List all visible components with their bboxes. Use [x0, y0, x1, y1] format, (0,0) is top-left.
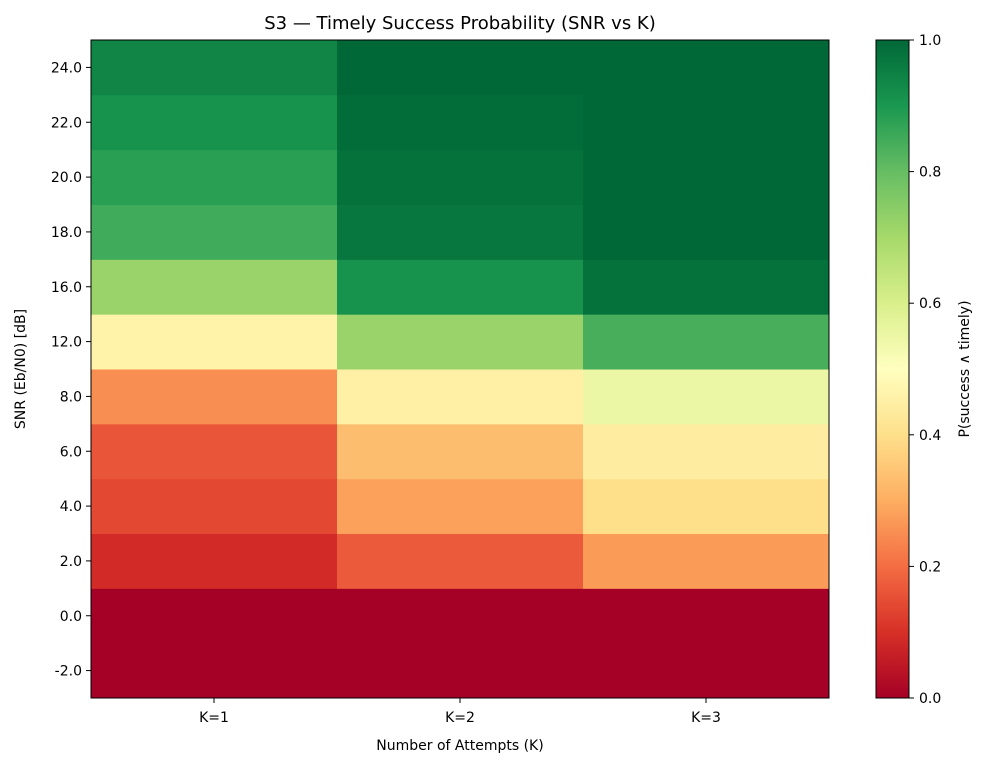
- heatmap-cell: [337, 259, 584, 315]
- colorbar-tick-label: 0.4: [919, 428, 941, 444]
- colorbar-tick-label: 1.0: [919, 33, 941, 49]
- heatmap-cell: [91, 643, 338, 699]
- x-tick-label: K=2: [445, 710, 475, 726]
- heatmap-cell: [91, 478, 338, 534]
- x-axis-label: Number of Attempts (K): [376, 738, 543, 754]
- heatmap-cell: [91, 423, 338, 480]
- heatmap-cell: [91, 588, 338, 644]
- heatmap-cell: [91, 204, 338, 260]
- heatmap-cell: [91, 94, 338, 151]
- heatmap-cell: [583, 533, 830, 589]
- heatmap-cell: [583, 40, 830, 96]
- heatmap-cell: [583, 204, 830, 260]
- heatmap-cell: [91, 149, 338, 205]
- y-tick-label: 2.0: [60, 554, 82, 570]
- heatmap-cell: [91, 40, 338, 96]
- y-tick-label: 12.0: [51, 335, 82, 351]
- heatmap-cell: [583, 314, 830, 370]
- heatmap-cell: [337, 314, 584, 370]
- colorbar-tick-label: 0.6: [919, 296, 941, 312]
- heatmap-cell: [337, 40, 584, 96]
- heatmap-cell: [583, 149, 830, 205]
- heatmap-cell: [337, 588, 584, 644]
- y-tick-label: 0.0: [60, 609, 82, 625]
- heatmap-cell: [337, 94, 584, 151]
- heatmap-cell: [583, 369, 830, 425]
- x-tick-label: K=1: [199, 710, 229, 726]
- y-axis-ticks: -2.0 0.0 2.0 4.0 6.0 8.0 12.0 16.0 18.0 20.0 22.0 2…: [51, 60, 91, 680]
- colorbar-tick-label: 0.0: [919, 691, 941, 707]
- heatmap-cell: [583, 423, 830, 480]
- heatmap-cell: [583, 643, 830, 699]
- colorbar-tick-label: 0.2: [919, 559, 941, 575]
- x-axis-ticks: K=1 K=2 K=3: [199, 698, 721, 726]
- colorbar: [875, 39, 910, 699]
- y-tick-label: 8.0: [60, 389, 82, 405]
- heatmap-cell: [583, 94, 830, 151]
- y-tick-label: 4.0: [60, 499, 82, 515]
- heatmap-cell: [91, 533, 338, 589]
- heatmap-cell: [91, 259, 338, 315]
- y-tick-label: 24.0: [51, 60, 82, 76]
- heatmap-cell: [91, 314, 338, 370]
- y-tick-label: -2.0: [55, 664, 82, 680]
- heatmap-cell: [583, 588, 830, 644]
- colorbar-ticks: 0.0 0.2 0.4 0.6 0.8 1.0: [909, 33, 941, 707]
- heatmap-cell: [583, 478, 830, 534]
- heatmap-cell: [583, 259, 830, 315]
- y-tick-label: 22.0: [51, 115, 82, 131]
- y-tick-label: 20.0: [51, 170, 82, 186]
- colorbar-label: P(success ∧ timely): [957, 300, 973, 437]
- y-tick-label: 6.0: [60, 444, 82, 460]
- y-tick-label: 18.0: [51, 225, 82, 241]
- chart-title: S3 — Timely Success Probability (SNR vs …: [264, 13, 656, 34]
- heatmap-cell: [337, 643, 584, 699]
- colorbar-tick-label: 0.8: [919, 165, 941, 181]
- heatmap-cell: [337, 533, 584, 589]
- x-tick-label: K=3: [691, 710, 721, 726]
- heatmap-cell: [337, 149, 584, 205]
- heatmap-cell: [337, 423, 584, 480]
- heatmap-cell: [337, 369, 584, 425]
- heatmap-cell: [91, 369, 338, 425]
- y-axis-label: SNR (Eb/N0) [dB]: [13, 309, 29, 429]
- y-tick-label: 16.0: [51, 280, 82, 296]
- heatmap-cells: [91, 40, 830, 699]
- heatmap-cell: [337, 204, 584, 260]
- heatmap-cell: [337, 478, 584, 534]
